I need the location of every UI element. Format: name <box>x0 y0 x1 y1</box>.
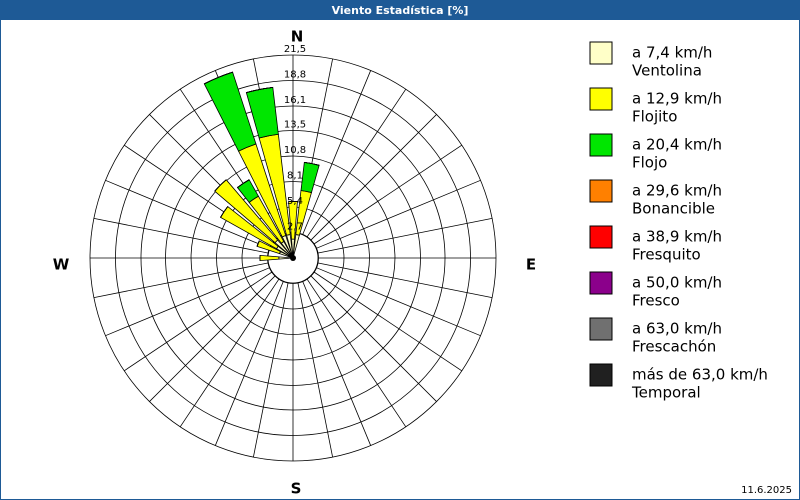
spoke <box>317 262 493 298</box>
legend-swatch <box>589 133 613 157</box>
grid-ring <box>165 130 421 386</box>
center-dot <box>290 255 296 261</box>
legend-swatch <box>589 363 613 387</box>
spoke <box>93 218 269 254</box>
spoke <box>306 88 407 238</box>
compass-label: E <box>526 256 536 274</box>
legend-swatch <box>589 87 613 111</box>
spoke <box>313 271 463 372</box>
spoke <box>105 179 271 249</box>
legend-description: Ventolina <box>632 62 702 80</box>
spoke <box>253 282 289 458</box>
legend-swatch <box>589 317 613 341</box>
spoke <box>302 280 372 446</box>
legend-label: a 7,4 km/h <box>632 44 712 62</box>
compass-label: S <box>291 480 302 498</box>
spoke <box>179 278 280 428</box>
legend-swatch <box>589 225 613 249</box>
spoke <box>149 275 276 402</box>
r-tick-label: 10,8 <box>284 145 306 156</box>
r-tick-label: 5,4 <box>287 196 303 207</box>
rose-segment <box>256 240 260 247</box>
spoke <box>313 144 463 245</box>
spoke <box>310 275 437 402</box>
rose: 2,7 5,4 8,1 10,8 13,5 16,1 18,8 21,5 <box>89 44 497 462</box>
grid-ring <box>115 80 471 436</box>
chart-title: Viento Estadística [%] <box>332 4 469 17</box>
spoke <box>302 70 372 236</box>
legend-swatch <box>589 179 613 203</box>
legend-label: más de 63,0 km/h <box>632 366 768 384</box>
legend-label: a 38,9 km/h <box>632 228 722 246</box>
date: 11.6.2025 <box>741 485 792 496</box>
spoke <box>214 280 284 446</box>
r-tick-label: 21,5 <box>284 44 306 55</box>
legend-description: Temporal <box>631 384 701 402</box>
grid-ring <box>216 181 370 335</box>
rose-segment <box>214 179 227 192</box>
r-tick-label: 8,1 <box>287 171 303 182</box>
legend-description: Bonancible <box>632 200 715 218</box>
spoke <box>315 267 481 337</box>
title-bar <box>0 0 800 20</box>
spoke <box>310 114 437 241</box>
spoke <box>105 267 271 337</box>
r-tick-label: 13,5 <box>284 120 306 131</box>
legend-label: a 50,0 km/h <box>632 274 722 292</box>
legend-label: a 12,9 km/h <box>632 90 722 108</box>
legend-description: Frescachón <box>632 338 716 356</box>
legend-description: Flojito <box>632 108 677 126</box>
spoke <box>123 271 273 372</box>
rose-segment <box>246 86 273 93</box>
legend-swatch <box>589 271 613 295</box>
spoke <box>306 278 407 428</box>
spoke <box>93 262 269 298</box>
r-tick-label: 2,7 <box>287 222 303 233</box>
legend-description: Flojo <box>632 154 667 172</box>
legend-label: a 20,4 km/h <box>632 136 722 154</box>
legend-swatch <box>589 41 613 65</box>
compass-label: W <box>53 256 70 274</box>
legend-description: Fresquito <box>632 246 701 264</box>
legend-label: a 29,6 km/h <box>632 182 722 200</box>
spoke <box>315 179 481 249</box>
spoke <box>297 282 333 458</box>
legend-description: Fresco <box>632 292 680 310</box>
compass-label: N <box>291 28 304 46</box>
r-tick-label: 16,1 <box>284 95 306 106</box>
legend-label: a 63,0 km/h <box>632 320 722 338</box>
grid-ring <box>140 105 446 411</box>
r-tick-label: 18,8 <box>284 69 306 80</box>
spoke <box>317 218 493 254</box>
grid-ring <box>89 54 497 462</box>
grid-ring <box>190 155 396 361</box>
